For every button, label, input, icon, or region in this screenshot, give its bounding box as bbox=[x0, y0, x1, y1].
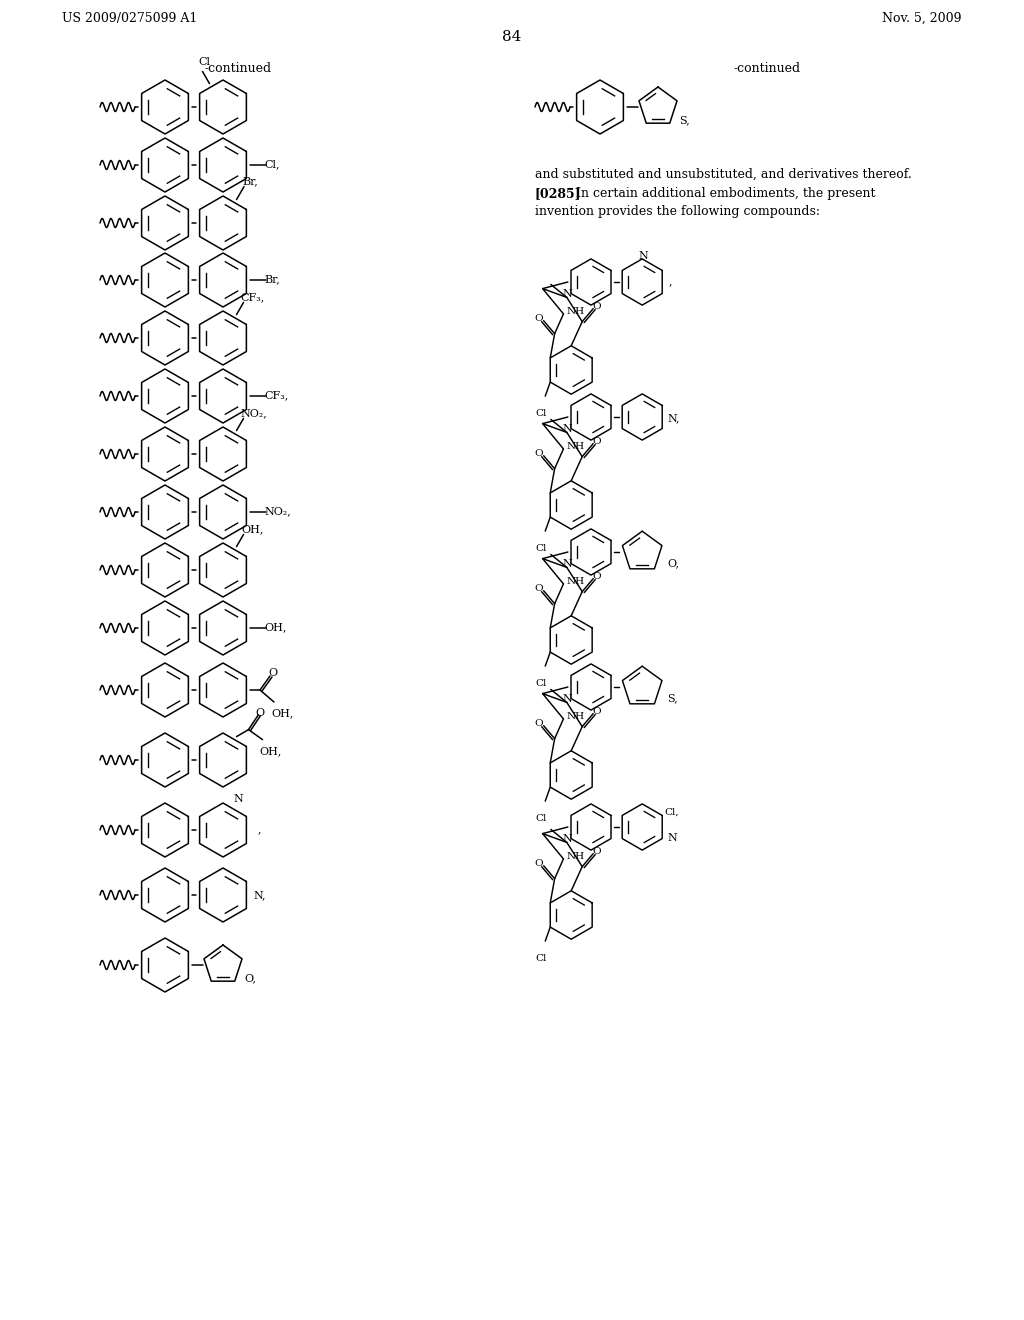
Text: Cl: Cl bbox=[536, 409, 547, 418]
Text: Cl: Cl bbox=[199, 58, 211, 67]
Text: US 2009/0275099 A1: US 2009/0275099 A1 bbox=[62, 12, 198, 25]
Text: O: O bbox=[268, 668, 278, 678]
Text: OH,: OH, bbox=[242, 524, 264, 535]
Text: O: O bbox=[592, 572, 601, 581]
Text: OH,: OH, bbox=[271, 708, 293, 718]
Text: ,: , bbox=[258, 824, 261, 834]
Text: NH: NH bbox=[566, 851, 585, 861]
Text: N: N bbox=[563, 834, 572, 845]
Text: NH: NH bbox=[566, 442, 585, 451]
Text: and substituted and unsubstituted, and derivatives thereof.: and substituted and unsubstituted, and d… bbox=[535, 168, 911, 181]
Text: NO₂,: NO₂, bbox=[241, 408, 267, 418]
Text: O: O bbox=[535, 583, 544, 593]
Text: O: O bbox=[535, 314, 544, 322]
Text: S,: S, bbox=[668, 693, 678, 704]
Text: OH,: OH, bbox=[264, 622, 287, 632]
Text: In certain additional embodiments, the present: In certain additional embodiments, the p… bbox=[575, 187, 876, 201]
Text: O,: O, bbox=[668, 558, 679, 568]
Text: N: N bbox=[563, 425, 572, 434]
Text: N: N bbox=[638, 251, 648, 261]
Text: NH: NH bbox=[566, 306, 585, 315]
Text: O: O bbox=[535, 449, 544, 458]
Text: Cl: Cl bbox=[536, 814, 547, 824]
Text: Cl,: Cl, bbox=[665, 808, 679, 817]
Text: O,: O, bbox=[244, 973, 256, 983]
Text: invention provides the following compounds:: invention provides the following compoun… bbox=[535, 205, 820, 218]
Text: Cl,: Cl, bbox=[264, 158, 280, 169]
Text: O: O bbox=[592, 846, 601, 855]
Text: NH: NH bbox=[566, 711, 585, 721]
Text: ,: , bbox=[669, 276, 672, 286]
Text: 84: 84 bbox=[503, 30, 521, 44]
Text: -continued: -continued bbox=[733, 62, 801, 75]
Text: Cl: Cl bbox=[536, 954, 547, 964]
Text: O: O bbox=[535, 718, 544, 727]
Text: [0285]: [0285] bbox=[535, 187, 582, 201]
Text: Br,: Br, bbox=[242, 177, 258, 186]
Text: N: N bbox=[563, 694, 572, 705]
Text: Nov. 5, 2009: Nov. 5, 2009 bbox=[883, 12, 962, 25]
Text: N: N bbox=[563, 289, 572, 300]
Text: NH: NH bbox=[566, 577, 585, 586]
Text: O: O bbox=[592, 706, 601, 715]
Text: N: N bbox=[233, 793, 244, 804]
Text: N: N bbox=[563, 560, 572, 569]
Text: O: O bbox=[592, 437, 601, 446]
Text: Cl: Cl bbox=[536, 678, 547, 688]
Text: N,: N, bbox=[253, 890, 265, 900]
Text: N,: N, bbox=[668, 413, 680, 422]
Text: Cl: Cl bbox=[536, 544, 547, 553]
Text: NO₂,: NO₂, bbox=[264, 506, 291, 516]
Text: Br,: Br, bbox=[264, 275, 280, 284]
Text: CF₃,: CF₃, bbox=[241, 293, 265, 302]
Text: -continued: -continued bbox=[205, 62, 271, 75]
Text: S,: S, bbox=[679, 115, 690, 125]
Text: CF₃,: CF₃, bbox=[264, 389, 288, 400]
Text: O: O bbox=[535, 859, 544, 867]
Text: OH,: OH, bbox=[259, 747, 282, 756]
Text: N: N bbox=[668, 833, 677, 843]
Text: O: O bbox=[592, 301, 601, 310]
Text: O: O bbox=[256, 708, 264, 718]
